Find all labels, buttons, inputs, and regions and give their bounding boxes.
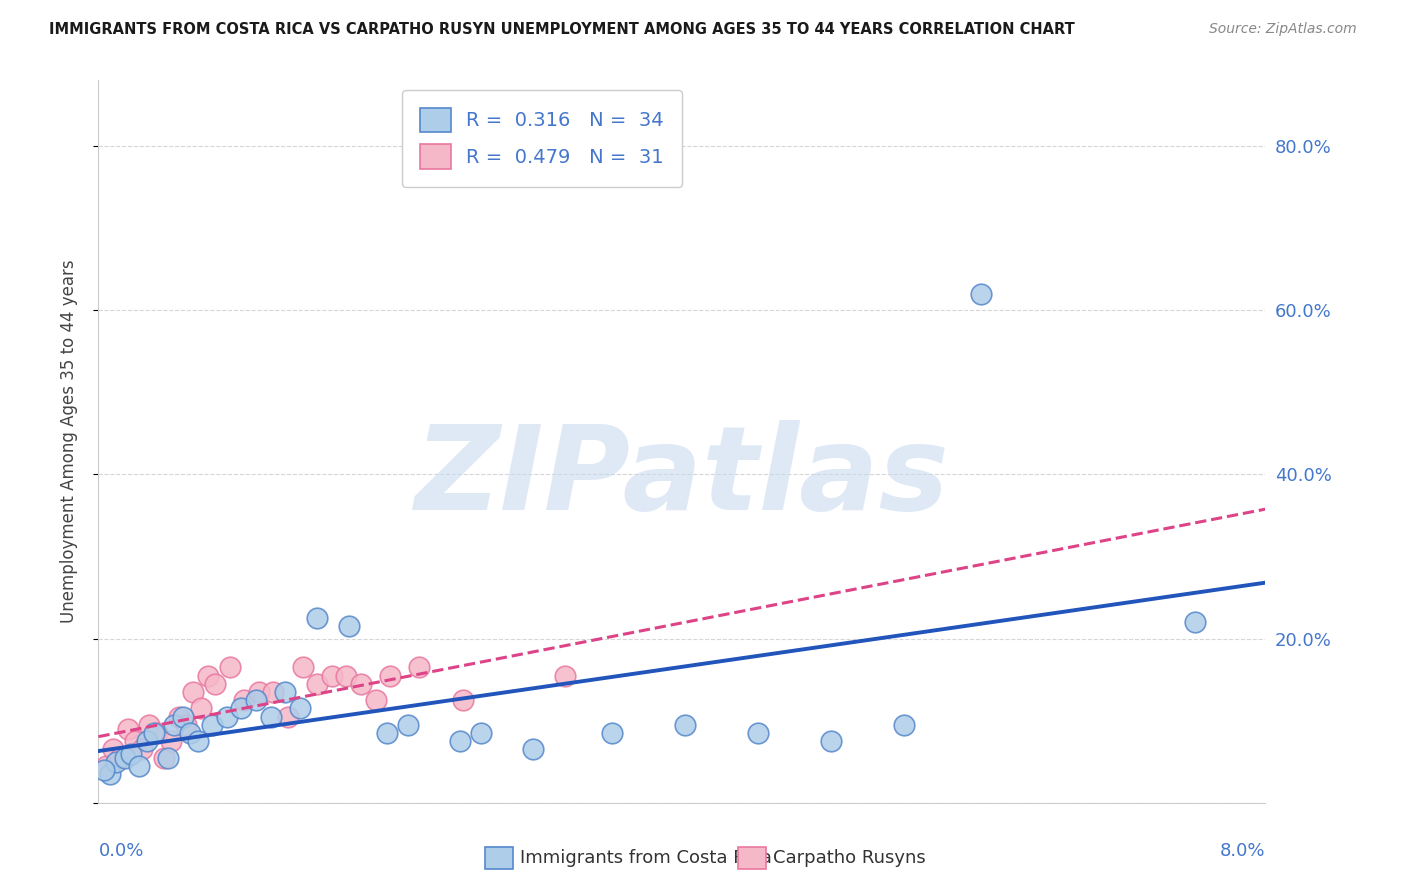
Point xyxy=(124,734,146,748)
Point xyxy=(288,701,311,715)
Legend: R =  0.316   N =  34, R =  0.479   N =  31: R = 0.316 N = 34, R = 0.479 N = 31 xyxy=(402,90,682,186)
Point xyxy=(970,286,993,301)
Text: Carpatho Rusyns: Carpatho Rusyns xyxy=(773,849,927,867)
Point xyxy=(408,660,430,674)
Point xyxy=(820,734,842,748)
Point xyxy=(396,718,419,732)
Point xyxy=(128,759,150,773)
Point xyxy=(245,693,267,707)
Point xyxy=(522,742,544,756)
Point xyxy=(350,677,373,691)
Point xyxy=(120,747,142,761)
Text: ZIPatlas: ZIPatlas xyxy=(415,420,949,535)
Point xyxy=(259,709,281,723)
Point xyxy=(146,726,169,740)
Point xyxy=(380,668,402,682)
Text: Immigrants from Costa Rica: Immigrants from Costa Rica xyxy=(520,849,772,867)
Text: 0.0%: 0.0% xyxy=(98,842,143,860)
Point xyxy=(451,693,474,707)
Point xyxy=(291,660,314,674)
Point xyxy=(247,685,270,699)
Point xyxy=(167,709,190,723)
Text: IMMIGRANTS FROM COSTA RICA VS CARPATHO RUSYN UNEMPLOYMENT AMONG AGES 35 TO 44 YE: IMMIGRANTS FROM COSTA RICA VS CARPATHO R… xyxy=(49,22,1076,37)
Point xyxy=(98,767,121,781)
Point xyxy=(218,660,240,674)
Point xyxy=(197,668,219,682)
Point xyxy=(163,718,186,732)
Point xyxy=(131,742,153,756)
Point xyxy=(117,722,139,736)
Point xyxy=(321,668,343,682)
Point xyxy=(135,734,157,748)
Point xyxy=(215,709,238,723)
Point xyxy=(94,759,117,773)
Point xyxy=(470,726,492,740)
Point xyxy=(179,726,201,740)
Point xyxy=(201,718,224,732)
Point xyxy=(187,734,209,748)
Point xyxy=(153,750,176,764)
Point xyxy=(554,668,576,682)
Point xyxy=(204,677,226,691)
Point xyxy=(449,734,471,748)
Point xyxy=(157,750,180,764)
Point xyxy=(335,668,357,682)
Y-axis label: Unemployment Among Ages 35 to 44 years: Unemployment Among Ages 35 to 44 years xyxy=(59,260,77,624)
Point xyxy=(277,709,299,723)
Point xyxy=(747,726,769,740)
Point xyxy=(114,750,136,764)
Point xyxy=(104,755,127,769)
Point xyxy=(600,726,623,740)
Point xyxy=(337,619,360,633)
Point xyxy=(138,718,160,732)
Point xyxy=(231,701,253,715)
Point xyxy=(375,726,398,740)
Point xyxy=(673,718,696,732)
Point xyxy=(160,734,183,748)
Point xyxy=(93,763,115,777)
Point xyxy=(307,611,329,625)
Point xyxy=(274,685,297,699)
Point xyxy=(190,701,212,715)
Point xyxy=(1184,615,1206,630)
Point xyxy=(172,709,194,723)
Point xyxy=(893,718,915,732)
Text: 8.0%: 8.0% xyxy=(1220,842,1265,860)
Point xyxy=(101,742,124,756)
Point xyxy=(307,677,329,691)
Point xyxy=(233,693,256,707)
Point xyxy=(110,750,132,764)
Point xyxy=(364,693,387,707)
Point xyxy=(262,685,284,699)
Point xyxy=(181,685,204,699)
Point xyxy=(174,718,197,732)
Point xyxy=(142,726,165,740)
Text: Source: ZipAtlas.com: Source: ZipAtlas.com xyxy=(1209,22,1357,37)
